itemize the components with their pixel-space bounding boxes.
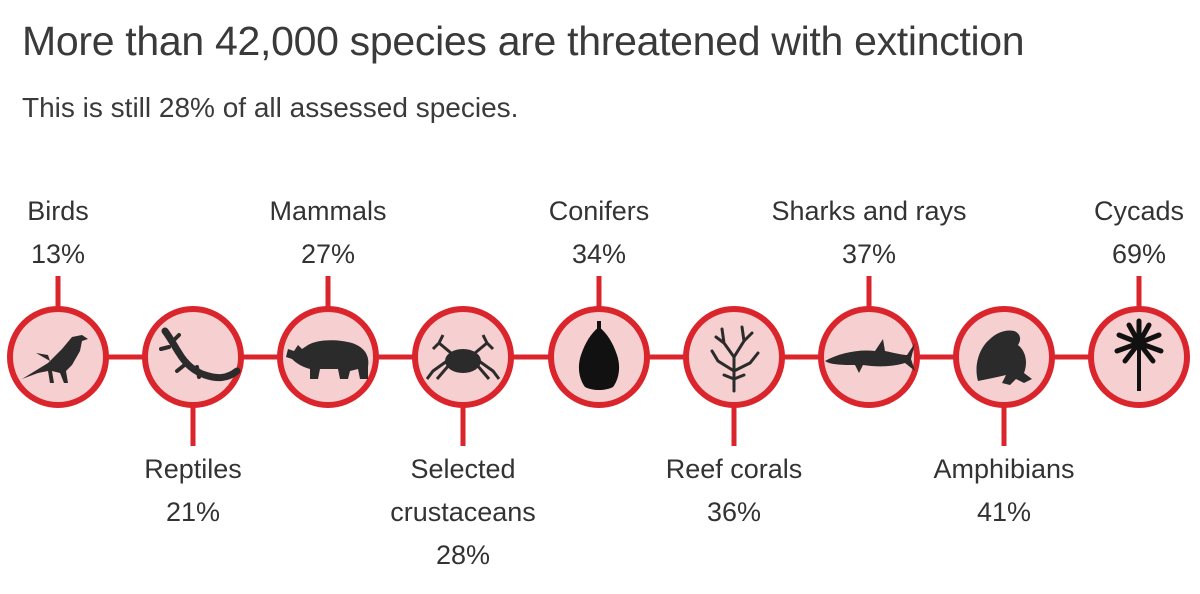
rhino-icon [286,340,369,379]
group-name-line2: crustaceans [390,497,536,527]
group-percent: 28% [435,540,491,570]
circle-sharks [818,306,920,408]
group-percent: 36% [706,497,762,527]
label-conifers: Conifers 34% [479,190,719,276]
label-sharks: Sharks and rays 37% [749,190,989,276]
group-percent: 37% [841,239,897,269]
group-percent: 41% [976,497,1032,527]
group-name: Reef corals [665,454,803,484]
lizard-icon [159,327,241,382]
group-percent: 69% [1111,239,1167,269]
label-birds: Birds 13% [0,190,178,276]
crab-icon [425,334,501,380]
group-name: Reptiles [144,454,242,484]
label-amphibians: Amphibians 41% [884,448,1124,534]
circle-reptiles [142,306,244,408]
pinecone-icon [578,321,620,390]
coral-icon [710,325,760,393]
label-corals: Reef corals 36% [614,448,854,534]
group-name: Selected [410,454,516,484]
group-name: Cycads [1093,196,1185,226]
shark-icon [825,339,915,373]
page-title: More than 42,000 species are threatened … [22,18,1025,64]
frog-icon [976,330,1032,385]
group-name: Mammals [269,196,387,226]
label-mammals: Mammals 27% [208,190,448,276]
group-name: Birds [27,196,89,226]
circle-mammals [277,306,379,408]
group-percent: 27% [300,239,356,269]
circle-birds [7,306,109,408]
palm-icon [1114,318,1164,391]
label-reptiles: Reptiles 21% [73,448,313,534]
group-name: Sharks and rays [771,196,967,226]
label-crustaceans: Selected crustaceans 28% [343,448,583,577]
page-subtitle: This is still 28% of all assessed specie… [22,92,519,123]
group-percent: 13% [30,239,86,269]
group-name: Amphibians [933,454,1075,484]
circle-crustaceans [412,306,514,408]
label-cycads: Cycads 69% [1019,190,1200,276]
group-name: Conifers [548,196,650,226]
bird-icon [22,335,88,383]
circle-amphibians [953,306,1055,408]
circle-corals [683,306,785,408]
group-percent: 21% [165,497,221,527]
circle-conifers [548,306,650,408]
circle-cycads [1088,306,1190,408]
group-percent: 34% [571,239,627,269]
